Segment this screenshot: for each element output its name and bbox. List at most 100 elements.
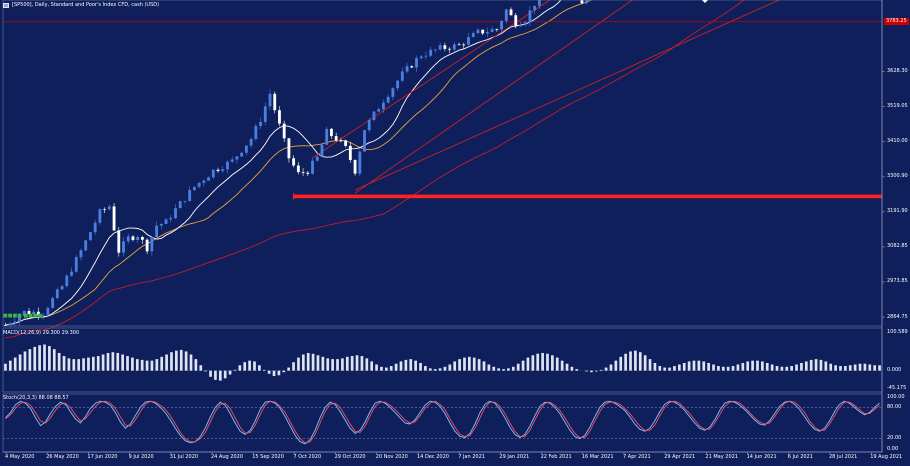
candle-body: [519, 24, 522, 27]
candle-body: [476, 29, 480, 34]
candle-body: [528, 10, 532, 23]
candle-body: [471, 33, 475, 38]
candle-body: [22, 311, 26, 316]
candle-body: [467, 37, 470, 45]
candle-body: [183, 200, 187, 202]
candle-body: [377, 109, 381, 112]
candle-body: [438, 45, 442, 50]
candle-body: [330, 128, 333, 137]
candle-body: [259, 121, 262, 127]
time-axis-label: 7 Jan 2021: [458, 454, 485, 460]
macd-tick-label: -45.175: [887, 384, 907, 391]
time-axis-label: 29 Oct 2020: [334, 454, 366, 460]
candle-body: [514, 15, 518, 27]
stoch-tick-label: 80.00: [887, 403, 902, 410]
candle-body: [93, 222, 97, 233]
candle-body: [70, 271, 73, 276]
candle-body: [457, 44, 461, 46]
broker-watermark: ■■■■ ■■■■: [3, 313, 43, 319]
candle-body: [164, 219, 168, 224]
candles: [3, 0, 589, 328]
time-axis-label: 14 Dec 2020: [417, 454, 449, 460]
candle-body: [410, 66, 414, 68]
time-axis-label: 6 Jul 2021: [787, 454, 813, 460]
candle-body: [315, 156, 319, 161]
candle-body: [51, 298, 55, 308]
candle-body: [452, 44, 456, 50]
price-tick-label: 3082.85: [887, 243, 908, 250]
candle-body: [140, 236, 144, 240]
candle-body: [230, 159, 234, 162]
candle-body: [348, 145, 352, 161]
candle-body: [344, 140, 348, 146]
pane-frame: [2, 327, 883, 393]
candle-body: [296, 165, 300, 173]
candle-body: [46, 307, 50, 315]
trend-channel-line: [354, 0, 634, 194]
price-tick-label: 3628.30: [887, 68, 908, 75]
candle-body: [178, 201, 182, 209]
candle-body: [226, 161, 229, 170]
macd-title: MACD(12,26,9) 29.300 29.300: [3, 330, 80, 336]
candle-body: [263, 106, 267, 122]
candle-body: [419, 56, 423, 59]
candle-body: [65, 275, 69, 287]
stoch-line-1: [5, 400, 880, 444]
macd-tick-label: 100.589: [887, 328, 908, 335]
candle-body: [13, 321, 17, 324]
price-tick-label: 3519.05: [887, 103, 908, 110]
moving-average-fast-line: [5, 0, 562, 326]
chart-shift-marker: [702, 0, 708, 3]
price-tick-label: 3410.00: [887, 138, 908, 145]
horizontal-levels: [3, 21, 882, 23]
time-axis-label: 21 May 2021: [705, 454, 738, 460]
candle-body: [27, 311, 31, 315]
candle-body: [103, 209, 107, 211]
candle-body: [240, 152, 244, 157]
time-axis-label: 15 Sep 2020: [252, 454, 284, 460]
candle-body: [405, 66, 409, 72]
candle-body: [98, 209, 102, 223]
time-axis-label: 7 Apr 2021: [623, 454, 651, 460]
candle-body: [400, 71, 404, 81]
symbol-icon: [3, 3, 9, 8]
stoch-tick-label: 0.00: [887, 445, 899, 452]
candle-body: [155, 225, 159, 238]
candle-body: [367, 119, 371, 131]
candle-body: [448, 48, 452, 50]
candle-body: [221, 169, 225, 172]
time-axis-label: 14 Jun 2021: [746, 454, 777, 460]
candle-body: [117, 230, 121, 253]
candle-body: [122, 241, 125, 253]
time-axis-label: 31 Jul 2020: [169, 454, 199, 460]
candle-body: [353, 160, 357, 174]
candle-body: [533, 5, 537, 11]
candle-body: [481, 29, 485, 34]
candle-body: [112, 206, 116, 231]
candle-body: [136, 236, 140, 240]
candle-body: [84, 240, 88, 251]
candle-body: [287, 138, 291, 159]
candle-body: [79, 250, 83, 258]
candle-body: [126, 236, 130, 242]
candle-body: [3, 325, 7, 326]
candle-body: [41, 314, 45, 316]
time-axis-label: 16 Mar 2021: [581, 454, 614, 460]
candle-body: [74, 257, 78, 272]
trend-channel-line: [312, 0, 551, 159]
time-axis-label: 4 May 2020: [5, 454, 35, 460]
candle-body: [32, 311, 36, 315]
price-tick-label: 2973.85: [887, 278, 908, 285]
candle-body: [485, 31, 489, 34]
candle-body: [325, 128, 329, 145]
candle-body: [537, 0, 541, 6]
chart-title: [SP500], Daily, Standard and Poor's Inde…: [12, 2, 160, 8]
stoch-tick-label: 20.00: [887, 435, 902, 442]
candle-body: [433, 49, 437, 51]
time-axis-label: 20 Nov 2020: [375, 454, 408, 460]
candle-body: [244, 145, 248, 153]
moving-averages: [5, 0, 745, 339]
candle-body: [306, 172, 310, 174]
stochastic-title: Stoch(20,3,3) 88.08 88.57: [3, 395, 69, 401]
candle-body: [490, 29, 494, 32]
